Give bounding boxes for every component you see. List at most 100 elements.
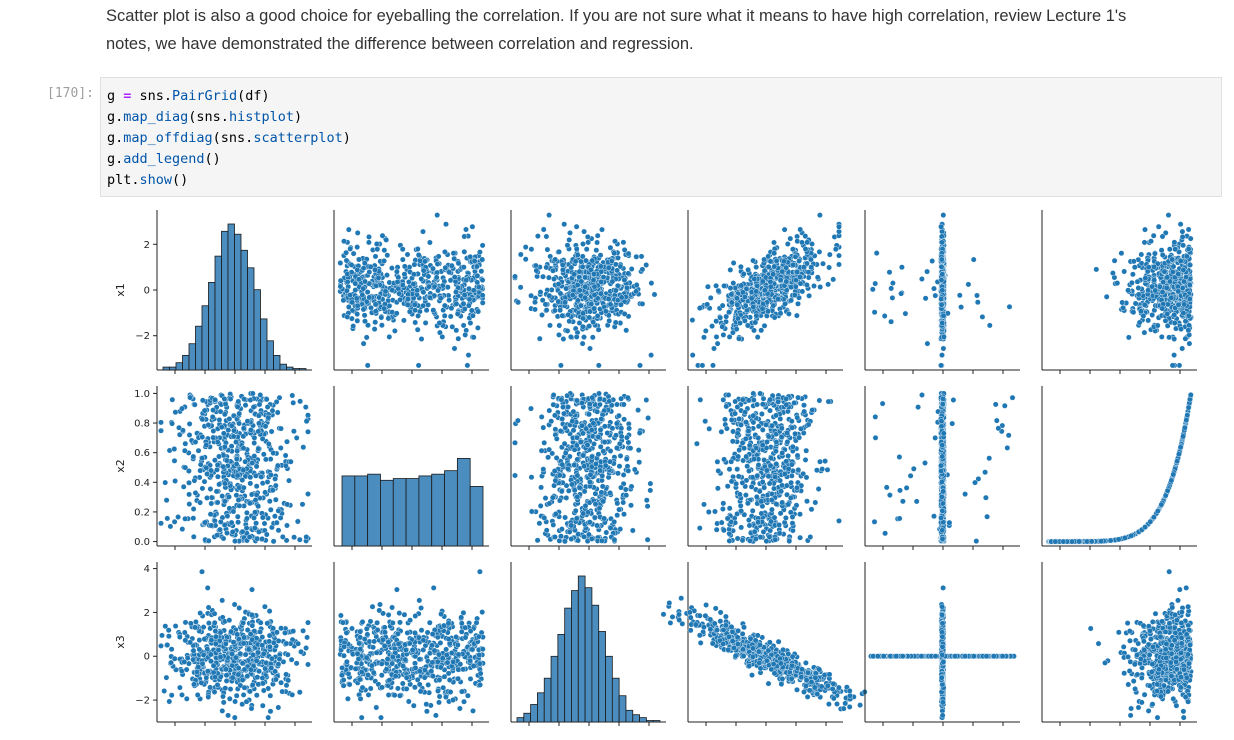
scatter-point xyxy=(697,396,704,403)
scatter-point xyxy=(1180,242,1187,249)
scatter-point xyxy=(589,453,595,460)
scatter-point xyxy=(735,453,742,460)
scatter-point xyxy=(386,333,393,340)
pairgrid-subplot xyxy=(687,210,843,374)
markdown-line-1: Scatter plot is also a good choice for e… xyxy=(106,7,1127,25)
scatter-point xyxy=(396,290,402,297)
scatter-point xyxy=(1149,283,1155,290)
scatter-point xyxy=(441,249,448,255)
scatter-point xyxy=(591,305,597,312)
scatter-point xyxy=(611,536,618,543)
scatter-point xyxy=(1187,262,1194,268)
scatter-point xyxy=(305,491,311,497)
scatter-point xyxy=(546,292,553,299)
scatter-point xyxy=(550,267,556,274)
scatter-point xyxy=(743,453,750,460)
scatter-point xyxy=(286,477,292,484)
scatter-point xyxy=(172,409,179,416)
scatter-point xyxy=(220,430,227,437)
scatter-point xyxy=(379,232,386,239)
scatter-point xyxy=(1180,310,1187,317)
scatter-point xyxy=(222,480,228,487)
scatter-point xyxy=(162,479,169,486)
scatter-point xyxy=(890,280,896,287)
scatter-point xyxy=(540,424,547,431)
scatter-point xyxy=(1183,253,1190,260)
scatter-point xyxy=(186,420,193,427)
scatter-point xyxy=(797,280,804,287)
scatter-point xyxy=(623,327,630,334)
histogram-bar xyxy=(221,230,229,371)
histogram-bar xyxy=(444,470,458,547)
scatter-point xyxy=(234,403,241,410)
y-tick-label: 0 xyxy=(144,286,150,297)
scatter-point xyxy=(594,408,601,415)
scatter-point xyxy=(786,311,792,317)
code-cell[interactable]: g = sns.PairGrid(df) g.map_diag(sns.histp… xyxy=(100,77,1222,197)
scatter-point xyxy=(412,319,419,326)
scatter-point xyxy=(1177,258,1184,264)
scatter-point xyxy=(228,519,235,526)
scatter-point xyxy=(474,325,481,331)
scatter-point xyxy=(776,521,782,528)
scatter-point xyxy=(726,333,733,340)
scatter-point xyxy=(620,471,627,478)
scatter-point xyxy=(771,485,777,492)
scatter-point xyxy=(636,459,643,466)
scatter-point xyxy=(1159,289,1166,296)
scatter-point xyxy=(1118,250,1125,257)
scatter-point xyxy=(761,484,768,491)
scatter-point xyxy=(754,472,761,479)
scatter-point xyxy=(871,309,878,316)
scatter-point xyxy=(561,221,568,228)
scatter-point xyxy=(1179,345,1186,352)
scatter-point xyxy=(270,450,277,456)
scatter-point xyxy=(924,268,930,275)
scatter-point xyxy=(1145,317,1152,324)
scatter-point xyxy=(532,262,539,269)
scatter-point xyxy=(767,279,774,285)
scatter-point xyxy=(453,327,460,334)
scatter-point xyxy=(454,311,461,317)
scatter-point xyxy=(575,531,582,537)
scatter-point xyxy=(171,446,178,452)
scatter-point xyxy=(414,287,421,294)
histogram-bar xyxy=(418,475,433,547)
scatter-point xyxy=(585,509,591,516)
scatter-point xyxy=(411,301,418,308)
scatter-point xyxy=(475,308,482,315)
scatter-point xyxy=(350,250,357,257)
scatter-point xyxy=(744,463,751,470)
scatter-point xyxy=(275,507,282,514)
scatter-point xyxy=(617,263,624,270)
scatter-point xyxy=(571,462,578,468)
scatter-point xyxy=(453,301,460,307)
scatter-point xyxy=(448,262,455,269)
scatter-point xyxy=(802,456,809,463)
scatter-point xyxy=(597,263,604,270)
scatter-point xyxy=(1141,301,1148,308)
scatter-point xyxy=(815,486,822,492)
scatter-point xyxy=(442,264,449,271)
scatter-point xyxy=(724,515,731,522)
scatter-point xyxy=(551,276,557,282)
code-token: (df) xyxy=(237,88,270,104)
scatter-point xyxy=(755,519,761,526)
scatter-point xyxy=(721,456,727,463)
scatter-point xyxy=(590,319,597,326)
scatter-point xyxy=(1171,336,1178,342)
scatter-point xyxy=(181,447,188,454)
scatter-point xyxy=(366,294,373,301)
scatter-point xyxy=(224,513,231,519)
scatter-point xyxy=(546,407,553,414)
scatter-point xyxy=(437,295,444,302)
scatter-point xyxy=(563,285,569,292)
code-token: ) xyxy=(342,130,351,146)
scatter-point xyxy=(792,430,798,437)
scatter-point xyxy=(262,489,269,496)
scatter-point xyxy=(399,256,406,263)
scatter-point xyxy=(543,233,550,240)
scatter-point xyxy=(734,430,741,437)
code-token: () xyxy=(204,151,221,167)
scatter-point xyxy=(579,399,585,406)
